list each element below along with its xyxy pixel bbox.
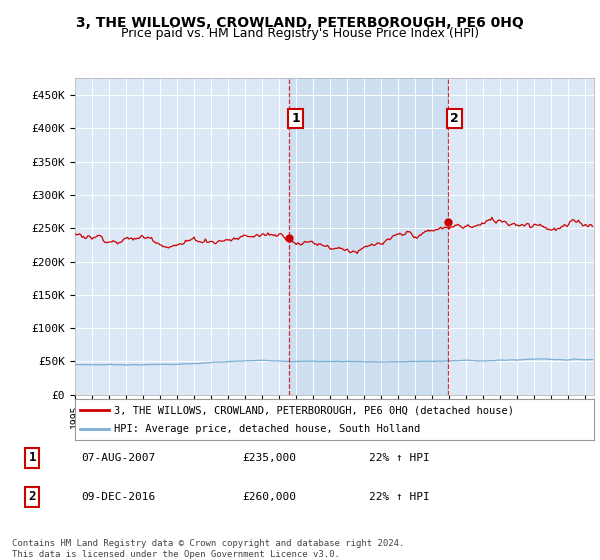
Text: £235,000: £235,000	[242, 453, 296, 463]
Text: 2: 2	[28, 491, 36, 503]
Text: 22% ↑ HPI: 22% ↑ HPI	[369, 453, 430, 463]
Text: 07-AUG-2007: 07-AUG-2007	[81, 453, 155, 463]
Text: 1: 1	[291, 112, 300, 125]
Text: 22% ↑ HPI: 22% ↑ HPI	[369, 492, 430, 502]
Bar	[289, 78, 448, 395]
Text: Contains HM Land Registry data © Crown copyright and database right 2024.
This d: Contains HM Land Registry data © Crown c…	[12, 539, 404, 559]
Text: 09-DEC-2016: 09-DEC-2016	[81, 492, 155, 502]
Text: HPI: Average price, detached house, South Holland: HPI: Average price, detached house, Sout…	[114, 424, 420, 433]
Text: 1: 1	[28, 451, 36, 464]
Text: Price paid vs. HM Land Registry's House Price Index (HPI): Price paid vs. HM Land Registry's House …	[121, 27, 479, 40]
Text: 2: 2	[450, 112, 458, 125]
Text: £260,000: £260,000	[242, 492, 296, 502]
Text: 3, THE WILLOWS, CROWLAND, PETERBOROUGH, PE6 0HQ: 3, THE WILLOWS, CROWLAND, PETERBOROUGH, …	[76, 16, 524, 30]
Text: 3, THE WILLOWS, CROWLAND, PETERBOROUGH, PE6 0HQ (detached house): 3, THE WILLOWS, CROWLAND, PETERBOROUGH, …	[114, 405, 514, 415]
